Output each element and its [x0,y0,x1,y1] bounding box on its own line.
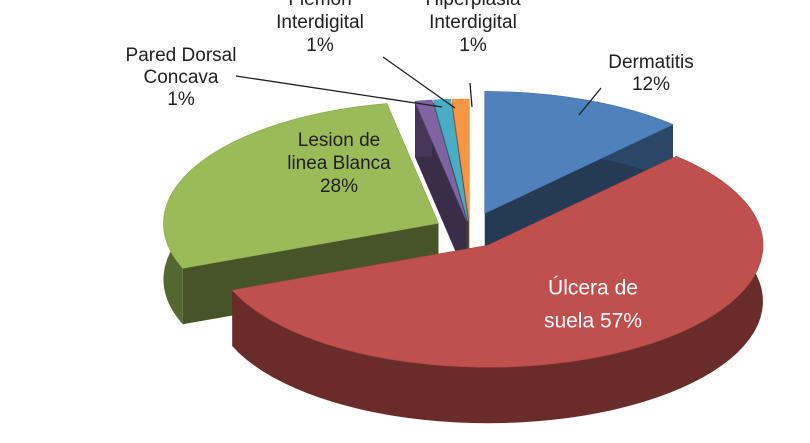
slice-lcera-de-suela [231,155,764,368]
slice-hiperplasia-interdigital [451,98,470,222]
leader-line-dermatitis [578,87,602,116]
data-label-lesion-de-linea-blanca: Lesion de linea Blanca 28% [287,130,391,197]
data-label-line-hiperplasia-interdigital-1: Interdigital [429,12,517,33]
data-label-line-pared-dorsal-concava-2: 1% [167,89,195,110]
data-label-line-dermatitis-1: 12% [632,74,670,95]
data-label-line-flemon-interdigital-2: 1% [306,35,334,56]
data-label-line-pared-dorsal-concava-0: Pared Dorsal [126,45,237,66]
data-label-pared-dorsal-concava: Pared Dorsal Concava 1% [126,45,237,110]
data-label-line-hiperplasia-interdigital-2: 1% [459,35,487,56]
data-label-line-pared-dorsal-concava-1: Concava [144,67,219,88]
slice-wall-lcera-de-suela [232,156,763,424]
slice-lesion-de-linea-blanca [163,103,439,269]
data-label-dermatitis: Dermatitis 12% [608,52,694,95]
slice-top-layer [163,91,764,368]
slice-dermatitis [484,91,674,214]
data-label-line-lcera-de-suela-1: suela 57% [544,310,642,333]
data-label-line-lesion-de-linea-blanca-2: 28% [320,176,358,197]
leader-line-flemon-interdigital [382,56,456,109]
leader-line-pared-dorsal-concava [235,75,443,108]
data-label-line-flemon-interdigital-1: Interdigital [276,12,364,33]
data-label-line-hiperplasia-interdigital-0: Hiperplasia [425,0,520,10]
leader-line-layer [235,56,602,116]
data-label-line-lesion-de-linea-blanca-1: linea Blanca [287,153,391,174]
slice-pared-dorsal-concava [414,99,467,222]
data-label-line-lcera-de-suela-0: Úlcera de [548,277,638,300]
data-label-line-dermatitis-0: Dermatitis [608,52,694,73]
data-label-line-lesion-de-linea-blanca-0: Lesion de [298,130,380,151]
data-label-lcera-de-suela: Úlcera de suela 57% [544,277,642,333]
leader-line-hiperplasia-interdigital [469,82,473,108]
data-label-layer: Dermatitis 12% Úlcera de suela 57% Lesion de… [126,0,694,333]
data-label-line-flemon-interdigital-0: Flemon [288,0,351,10]
